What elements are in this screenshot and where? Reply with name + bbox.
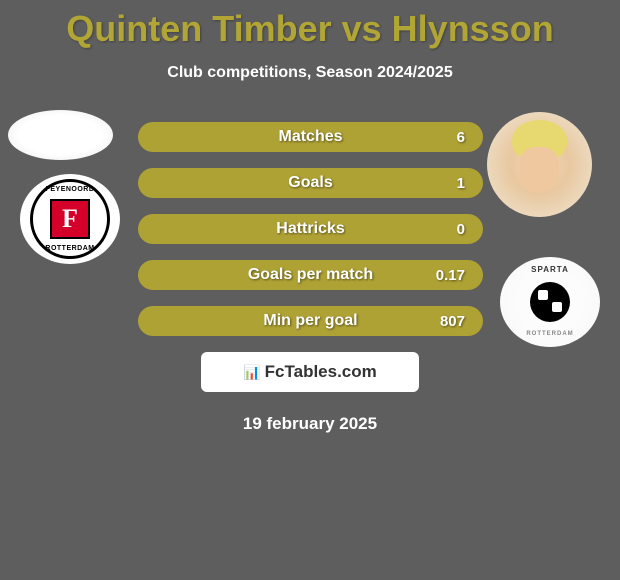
club-logo-left: FEYENOORD F ROTTERDAM <box>20 174 120 264</box>
stat-bars-container: Matches 6 Goals 1 Hattricks 0 Goals per … <box>138 122 483 336</box>
stat-label: Matches <box>278 128 342 146</box>
stat-bar-min-per-goal: Min per goal 807 <box>138 306 483 336</box>
footer-brand-badge: 📊 FcTables.com <box>201 352 419 392</box>
club-logo-right-text-bottom: ROTTERDAM <box>526 331 573 337</box>
page-title: Quinten Timber vs Hlynsson <box>0 0 620 50</box>
footer-brand-text: FcTables.com <box>265 362 377 382</box>
stat-bar-goals-per-match: Goals per match 0.17 <box>138 260 483 290</box>
stat-bar-hattricks: Hattricks 0 <box>138 214 483 244</box>
stat-value: 1 <box>457 175 465 192</box>
avatar-face <box>519 147 559 192</box>
stat-value: 807 <box>440 313 465 330</box>
club-logo-left-text-top: FEYENOORD <box>46 186 95 193</box>
player-right-avatar <box>487 112 592 217</box>
stat-value: 0.17 <box>436 267 465 284</box>
club-logo-right-text-top: SPARTA <box>531 265 569 274</box>
stat-label: Goals per match <box>248 266 373 284</box>
stat-value: 0 <box>457 221 465 238</box>
sparta-ball-icon <box>530 282 570 322</box>
chart-icon: 📊 <box>243 364 260 381</box>
stat-label: Min per goal <box>263 312 357 330</box>
footer-date: 19 february 2025 <box>0 414 620 434</box>
club-logo-right: SPARTA ROTTERDAM <box>500 257 600 347</box>
stat-bar-matches: Matches 6 <box>138 122 483 152</box>
stat-value: 6 <box>457 129 465 146</box>
stat-label: Goals <box>288 174 332 192</box>
stat-label: Hattricks <box>276 220 344 238</box>
feyenoord-badge: FEYENOORD F ROTTERDAM <box>30 179 110 259</box>
player-left-avatar <box>8 110 113 160</box>
stat-bar-goals: Goals 1 <box>138 168 483 198</box>
comparison-content: FEYENOORD F ROTTERDAM SPARTA ROTTERDAM M… <box>0 122 620 434</box>
page-subtitle: Club competitions, Season 2024/2025 <box>0 64 620 82</box>
club-logo-left-text-bottom: ROTTERDAM <box>45 245 94 252</box>
feyenoord-f-icon: F <box>50 199 90 239</box>
